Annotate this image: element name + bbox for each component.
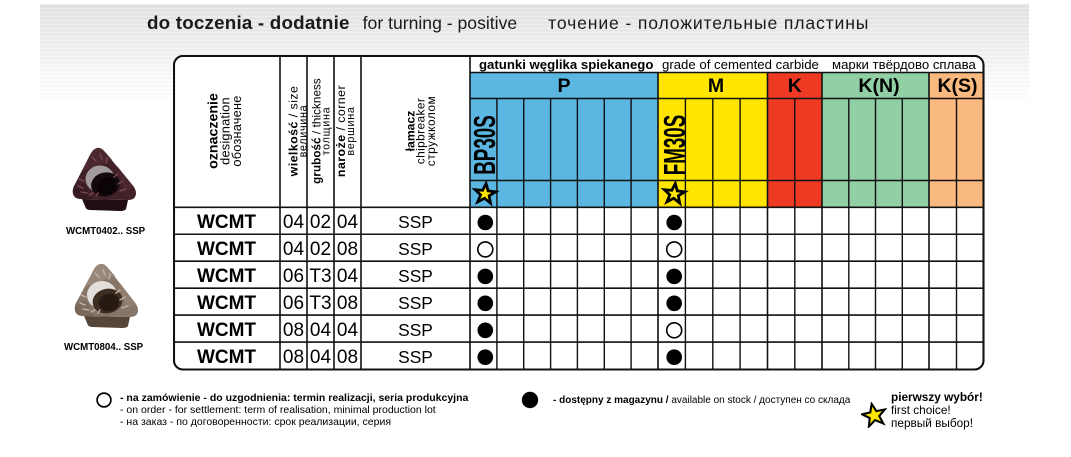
svg-text:08: 08 [283, 320, 304, 341]
svg-text:WCMT: WCMT [197, 293, 256, 314]
svg-text:08: 08 [337, 293, 358, 314]
svg-text:SSP: SSP [398, 266, 433, 286]
svg-text:вершина: вершина [345, 106, 357, 155]
svg-text:K(N): K(N) [858, 75, 899, 97]
svg-text:gatunki węglika spiekanego: gatunki węglika spiekanego [479, 57, 653, 72]
svg-text:T3: T3 [309, 293, 331, 314]
svg-text:K: K [788, 75, 802, 97]
svg-text:SSP: SSP [398, 293, 433, 313]
svg-text:designation: designation [218, 97, 233, 165]
svg-text:K(S): K(S) [937, 75, 977, 97]
svg-text:SSP: SSP [398, 212, 433, 232]
svg-text:02: 02 [310, 212, 331, 233]
svg-text:08: 08 [283, 347, 304, 368]
svg-text:SSP: SSP [398, 320, 433, 340]
svg-text:łamacz: łamacz [404, 111, 418, 152]
svg-text:обозначене: обозначене [229, 95, 244, 166]
svg-text:M: M [708, 75, 724, 97]
svg-text:02: 02 [310, 239, 331, 260]
svg-text:SSP: SSP [398, 347, 433, 367]
svg-text:oznaczenie: oznaczenie [206, 93, 222, 169]
svg-text:стружколом: стружколом [424, 96, 438, 166]
svg-text:SSP: SSP [398, 239, 433, 259]
svg-text:naroże / corner: naroże / corner [334, 85, 348, 177]
svg-text:04: 04 [283, 212, 305, 233]
svg-text:марки твёрдово сплава: марки твёрдово сплава [832, 57, 976, 72]
svg-text:WCMT: WCMT [197, 212, 256, 233]
svg-text:WCMT: WCMT [197, 320, 256, 341]
svg-text:04: 04 [310, 320, 332, 341]
svg-text:04: 04 [337, 320, 359, 341]
svg-text:grubość / thickness: grubość / thickness [311, 78, 324, 184]
svg-text:WCMT: WCMT [197, 266, 256, 287]
svg-text:chipbreaker: chipbreaker [414, 98, 428, 165]
svg-text:WCMT: WCMT [197, 239, 256, 260]
svg-text:wielkość / size: wielkość / size [287, 86, 301, 178]
svg-text:величина: величина [297, 105, 309, 158]
svg-text:BP30S: BP30S [469, 115, 503, 175]
svg-text:FM30S: FM30S [659, 115, 693, 176]
svg-text:08: 08 [337, 347, 358, 368]
svg-text:P: P [557, 75, 570, 97]
svg-text:06: 06 [283, 293, 304, 314]
svg-text:grade of cemented carbide: grade of cemented carbide [662, 57, 819, 72]
svg-text:T3: T3 [309, 266, 331, 287]
svg-text:04: 04 [337, 266, 359, 287]
svg-text:06: 06 [283, 266, 304, 287]
svg-text:04: 04 [337, 212, 359, 233]
svg-text:08: 08 [337, 239, 358, 260]
svg-text:толщина: толщина [320, 107, 332, 156]
svg-text:04: 04 [310, 347, 332, 368]
svg-text:WCMT: WCMT [197, 347, 256, 368]
svg-text:04: 04 [283, 239, 305, 260]
